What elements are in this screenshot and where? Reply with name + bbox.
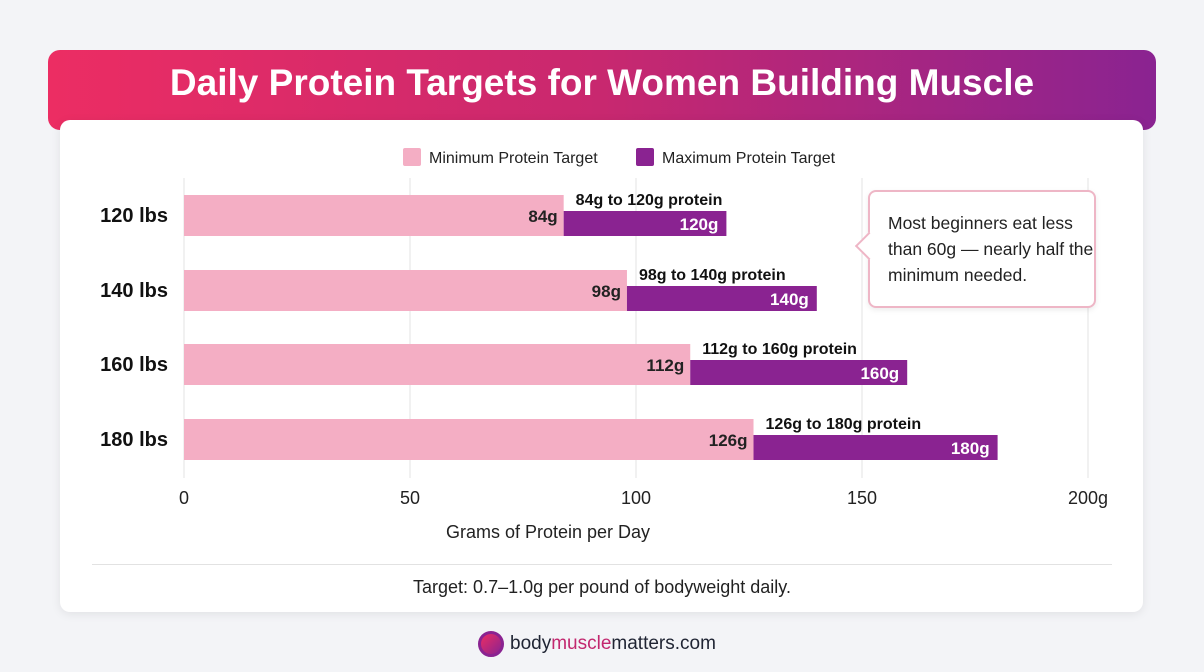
footnote: Target: 0.7–1.0g per pound of bodyweight… (413, 577, 791, 597)
divider (92, 564, 1112, 565)
category-label: 180 lbs (100, 429, 168, 451)
range-label: 84g to 120g protein (576, 192, 723, 209)
min-bar (184, 419, 754, 460)
callout-text: Most beginners eat less than 60g — nearl… (888, 213, 1094, 285)
legend-label-min: Minimum Protein Target (429, 150, 598, 167)
max-bar (626, 286, 817, 311)
legend-label-max: Maximum Protein Target (662, 150, 836, 167)
brand-part1: body (510, 633, 552, 654)
callout-box: Most beginners eat less than 60g — nearl… (854, 190, 1096, 308)
min-bar (184, 195, 564, 236)
min-bar (184, 344, 691, 385)
max-value-label: 140g (770, 290, 809, 309)
x-tick-label: 100 (621, 488, 651, 508)
x-tick-label: 200g (1068, 488, 1108, 508)
x-tick-label: 50 (400, 488, 420, 508)
category-label: 160 lbs (100, 354, 168, 376)
max-value-label: 180g (951, 439, 990, 458)
range-label: 112g to 160g protein (702, 341, 857, 358)
max-bar (563, 211, 727, 236)
brand-part2: muscle (551, 633, 612, 654)
brand-part3: matters.com (611, 633, 716, 654)
x-tick-label: 150 (847, 488, 877, 508)
max-bar (690, 360, 908, 385)
logo-icon (478, 631, 504, 657)
chart-title: Daily Protein Targets for Women Building… (169, 62, 1035, 103)
max-bar (753, 435, 998, 460)
legend-swatch-max (636, 148, 654, 166)
max-value-label: 120g (680, 215, 719, 234)
category-label: 120 lbs (100, 205, 168, 227)
min-value-label: 112g (646, 356, 684, 375)
x-tick-label: 0 (179, 488, 189, 508)
range-label: 126g to 180g protein (766, 416, 922, 433)
min-bar (184, 270, 627, 311)
min-value-label: 98g (592, 282, 621, 301)
x-axis-label: Grams of Protein per Day (446, 522, 650, 542)
brand: bodymusclematters.com (478, 628, 716, 660)
title-banner (48, 50, 1156, 130)
legend-swatch-min (403, 148, 421, 166)
min-value-label: 84g (528, 207, 557, 226)
max-value-label: 160g (860, 364, 899, 383)
category-label: 140 lbs (100, 280, 168, 302)
min-value-label: 126g (709, 431, 748, 450)
range-label: 98g to 140g protein (639, 267, 786, 284)
